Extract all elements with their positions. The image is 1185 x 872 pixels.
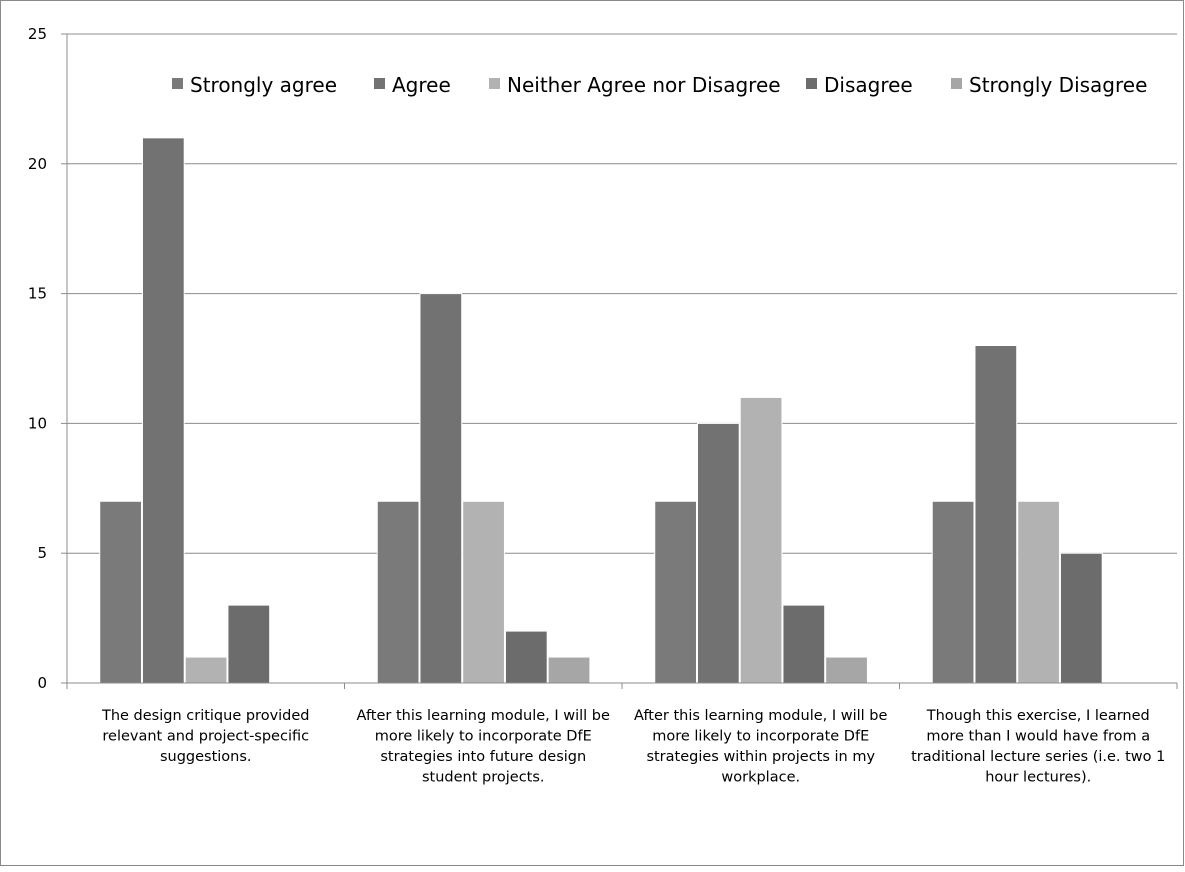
bar-agree-2	[419, 293, 463, 684]
x-category-label-line: After this learning module, I will be	[357, 708, 610, 724]
x-category-label-line: workplace.	[721, 770, 800, 786]
legend-swatch	[374, 78, 385, 89]
bar-disagree-4	[1059, 552, 1103, 684]
bar-strongly-agree-1	[99, 500, 142, 684]
legend-swatch	[806, 78, 817, 89]
bar-strongly-agree-3	[654, 500, 697, 684]
bar-disagree-2	[504, 630, 548, 684]
legend-swatch	[489, 78, 500, 89]
bar-neither-agree-nor-disagree-4	[1017, 500, 1060, 684]
x-category-label-line: Though this exercise, I learned	[926, 708, 1150, 724]
legend-swatch	[951, 78, 962, 89]
bar-neither-agree-nor-disagree-3	[739, 396, 783, 684]
y-tick-label: 25	[28, 25, 47, 43]
axes	[61, 33, 1178, 689]
x-category-label-line: more likely to incorporate DfE	[375, 729, 592, 745]
y-tick-label: 5	[37, 544, 47, 562]
legend-label: Strongly Disagree	[969, 73, 1147, 97]
x-category-label-line: After this learning module, I will be	[634, 708, 887, 724]
x-category-label: The design critique provided relevant and…	[101, 708, 310, 765]
x-category-label-line: The design critique provided	[101, 708, 310, 724]
bar-strongly-agree-4	[931, 500, 975, 684]
legend-label: Disagree	[824, 73, 913, 97]
bar-strongly-agree-2	[376, 500, 420, 684]
bar-strongly-disagree-3	[825, 656, 868, 684]
x-category-label-line: strategies within projects in my	[646, 749, 875, 765]
x-category-label-line: relevant and project-specific	[102, 729, 309, 745]
bar-agree-1	[141, 137, 185, 684]
x-category-label-line: student projects.	[422, 770, 545, 786]
y-tick-label: 15	[28, 285, 47, 303]
bar-neither-agree-nor-disagree-2	[462, 500, 505, 684]
y-tick-label: 0	[37, 674, 47, 692]
x-category-label-line: more than I would have from a	[926, 729, 1150, 745]
x-category-label: After this learning module, I will be mor…	[357, 708, 610, 786]
legend-label: Strongly agree	[190, 73, 337, 97]
y-tick-label: 20	[28, 155, 47, 173]
legend-swatch	[172, 78, 183, 89]
y-axis-tick-labels: 0 5 10 15 20 25	[28, 25, 47, 692]
x-category-label-line: more likely to incorporate DfE	[652, 729, 869, 745]
x-category-label-line: hour lectures).	[985, 770, 1091, 786]
x-category-label: Though this exercise, I learned more than…	[911, 708, 1165, 786]
bar-neither-agree-nor-disagree-1	[184, 656, 228, 684]
x-category-label-line: suggestions.	[160, 749, 252, 765]
legend: Strongly agree Agree Neither Agree nor Dis…	[172, 73, 1147, 97]
bars	[99, 137, 1103, 684]
bar-disagree-3	[782, 604, 826, 684]
bar-disagree-1	[227, 604, 271, 684]
bar-strongly-disagree-2	[547, 656, 591, 684]
legend-label: Neither Agree nor Disagree	[507, 73, 781, 97]
x-category-label-line: traditional lecture series (i.e. two 1	[911, 749, 1165, 765]
x-category-label: After this learning module, I will be mor…	[634, 708, 887, 786]
legend-label: Agree	[392, 73, 451, 97]
bar-agree-3	[696, 422, 740, 684]
y-tick-label: 10	[28, 414, 47, 432]
x-category-label-line: strategies into future design	[380, 749, 586, 765]
x-axis-category-labels: The design critique provided relevant and…	[101, 708, 1165, 786]
bar-agree-4	[974, 345, 1018, 684]
